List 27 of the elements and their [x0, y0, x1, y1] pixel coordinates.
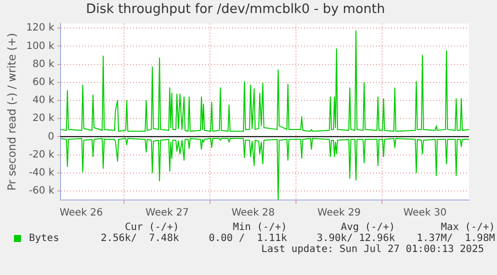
y-tick-label: 60 k [32, 76, 54, 88]
x-tick-label: Week 26 [60, 208, 103, 219]
text: 0.00 / 1.11k [208, 233, 287, 244]
text: 3.90k/ 12.96k [316, 233, 395, 244]
y-tick-label: 20 k [32, 113, 54, 124]
chart-title: Disk throughput for /dev/mmcblk0 - by month [86, 2, 385, 18]
text: 2.56k/ 7.48k [100, 233, 179, 244]
y-axis-title: Pr second read (-) / write (+) [5, 32, 18, 191]
y-tick-label: -60 k [28, 186, 54, 197]
x-tick-label: Week 28 [231, 208, 275, 219]
y-tick-label: 80 k [32, 58, 54, 70]
text: 1.37M/ 1.98M [416, 233, 495, 244]
x-tick-label: Week 29 [317, 208, 361, 219]
x-tick-label: Week 30 [403, 208, 447, 219]
y-tick-label: 0 [48, 131, 54, 142]
text: Max (-/+) [440, 222, 495, 233]
text: Last update: Sun Jul 27 01:00:13 2025 [260, 244, 484, 255]
x-tick-label: Week 27 [146, 208, 189, 219]
y-tick-label: 40 k [32, 95, 54, 106]
text: Cur (-/+) [124, 222, 179, 233]
y-tick-label: 100 k [26, 40, 54, 52]
y-tick-label: -20 k [28, 149, 54, 160]
text: Min (-/+) [232, 222, 287, 233]
legend-label: Bytes [29, 233, 60, 244]
y-tick-label: 120 k [26, 22, 54, 34]
y-tick-label: -40 k [28, 167, 54, 178]
text: Avg (-/+) [340, 222, 395, 233]
